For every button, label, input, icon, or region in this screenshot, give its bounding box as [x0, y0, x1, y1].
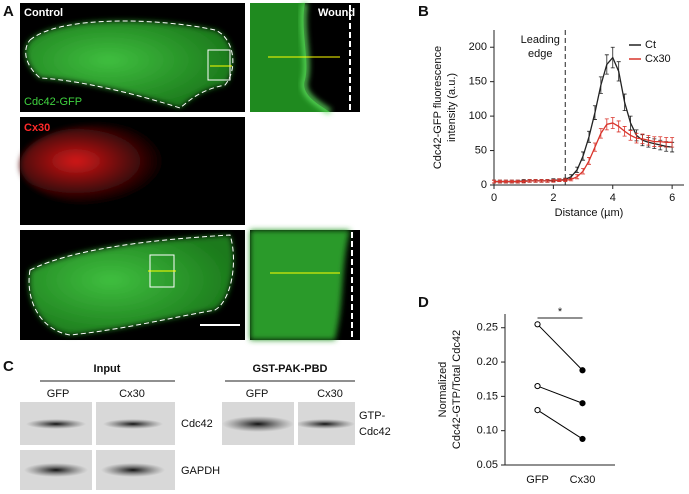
panel-letter: B [418, 3, 429, 20]
point [534, 321, 541, 328]
legend-label: Cx30 [645, 53, 671, 65]
x-tick-label: 0 [491, 192, 497, 204]
label-cx30: Cx30 [24, 122, 50, 134]
pair-line [537, 323, 583, 371]
blot-title: Input [94, 363, 121, 375]
point [579, 367, 586, 374]
y-tick-label: 100 [469, 110, 487, 122]
y-tick-label: 200 [469, 41, 487, 53]
legend-label: Ct [645, 39, 656, 51]
x-tick-label: 2 [550, 192, 556, 204]
point [579, 435, 586, 443]
annotation: Leading [521, 34, 560, 46]
lane-label: Cx30 [317, 388, 343, 400]
x-tick-label: 6 [669, 192, 675, 204]
micrograph-merge [20, 230, 245, 340]
label-wound: Wound [318, 7, 355, 19]
blot-title: GST-PAK-PBD [253, 363, 328, 375]
x-tick-label: 4 [610, 192, 616, 204]
y-tick-label: 0.05 [477, 459, 498, 471]
series-line [494, 56, 673, 183]
y-tick-label: 0.25 [477, 322, 498, 334]
y-axis-label: Cdc42-GTP/Total Cdc42 [451, 330, 463, 449]
y-tick-label: 150 [469, 76, 487, 88]
label-gfp: Cdc42-GFP [24, 96, 82, 108]
y-axis-label: intensity (a.u.) [446, 73, 458, 142]
annotation: edge [528, 48, 552, 60]
micrograph-cx30 [20, 117, 245, 225]
lane-label: GFP [246, 388, 269, 400]
point [534, 406, 541, 414]
panel-letter: D [418, 294, 429, 311]
micrograph-wound [250, 2, 360, 115]
y-axis-label: Cdc42-GFP fluorescence [432, 46, 444, 169]
micrograph-merge-inset [250, 230, 360, 340]
blot-label: Cdc42 [181, 418, 213, 430]
point [579, 400, 586, 407]
panel-letter: A [3, 3, 14, 20]
label-control: Control [24, 7, 63, 19]
x-tick-label: Cx30 [570, 474, 596, 486]
lane-label: GFP [47, 388, 70, 400]
series-line [494, 122, 673, 183]
x-tick-label: GFP [526, 474, 549, 486]
lane-label: Cx30 [119, 388, 145, 400]
micrograph-control [20, 3, 245, 112]
blot-label: GTP- [359, 410, 386, 422]
y-tick-label: 0.10 [477, 425, 498, 437]
blot-label: GAPDH [181, 465, 220, 477]
x-axis-label: Distance (µm) [555, 207, 624, 219]
y-tick-label: 50 [475, 144, 487, 156]
pair-line [537, 385, 583, 404]
panel-letter: C [3, 358, 14, 375]
axis [504, 314, 615, 466]
y-axis-label: Normalized [437, 362, 449, 418]
blot-label: Cdc42 [359, 426, 391, 438]
y-tick-label: 0.20 [477, 356, 498, 368]
pair-line [537, 409, 583, 440]
y-tick-label: 0 [481, 179, 487, 191]
point [534, 382, 541, 390]
blots [20, 380, 355, 490]
significance: * [558, 306, 563, 318]
y-tick-label: 0.15 [477, 390, 498, 402]
